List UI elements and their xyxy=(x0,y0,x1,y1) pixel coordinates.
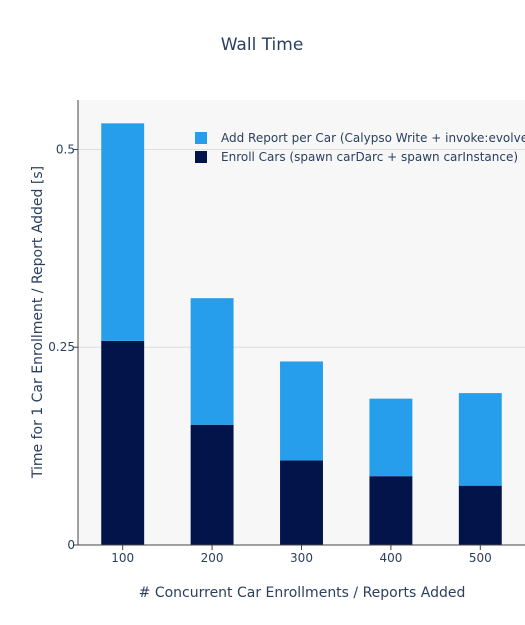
bar-add-report xyxy=(280,361,323,461)
y-ticks: 0 0.25 0.5 xyxy=(48,142,78,552)
gridlines xyxy=(78,148,525,348)
bar-add-report xyxy=(458,393,502,486)
x-tick-label: 500 xyxy=(469,551,492,565)
x-axis-title: # Concurrent Car Enrollments / Reports A… xyxy=(139,585,466,601)
bars xyxy=(101,123,502,545)
bar-add-report xyxy=(101,123,145,341)
legend-swatch xyxy=(195,132,207,144)
legend-swatch xyxy=(195,151,207,163)
legend-label: Add Report per Car (Calypso Write + invo… xyxy=(221,131,525,145)
y-tick-label: 0.25 xyxy=(48,340,75,354)
x-tick-label: 100 xyxy=(111,551,134,565)
x-tick-label: 300 xyxy=(290,551,313,565)
bar-enroll-cars xyxy=(369,476,413,545)
y-axis-title: Time for 1 Car Enrollment / Report Added… xyxy=(30,166,46,479)
y-tick-label: 0 xyxy=(67,538,75,552)
y-tick-label: 0.5 xyxy=(56,142,75,156)
bar-enroll-cars xyxy=(280,460,323,545)
chart-title: Wall Time xyxy=(221,35,304,55)
bar-enroll-cars xyxy=(101,340,145,545)
bar-add-report xyxy=(190,298,234,425)
bar-add-report xyxy=(369,398,413,477)
legend-label: Enroll Cars (spawn carDarc + spawn carIn… xyxy=(221,150,518,164)
bar-enroll-cars xyxy=(458,485,502,545)
x-tick-label: 200 xyxy=(201,551,224,565)
legend: Add Report per Car (Calypso Write + invo… xyxy=(195,131,525,164)
x-tick-label: 400 xyxy=(379,551,402,565)
bar-enroll-cars xyxy=(190,424,234,545)
x-ticks: 100 200 300 400 500 xyxy=(111,545,492,565)
